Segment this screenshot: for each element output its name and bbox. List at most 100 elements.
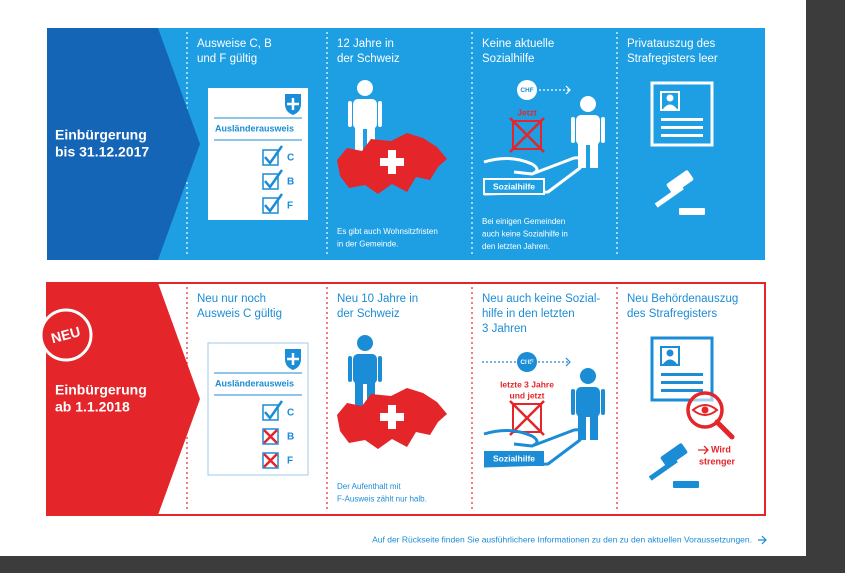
person-arm <box>571 389 575 415</box>
check-mark <box>264 169 284 190</box>
person-arm <box>378 356 382 382</box>
column-title: Neu nur noch <box>197 293 266 305</box>
hand-icon <box>483 156 584 196</box>
column-title: und F gültig <box>197 53 257 65</box>
hand-icon <box>483 428 584 468</box>
viewer-background <box>0 556 845 573</box>
person-head <box>357 80 373 96</box>
magnifier-eye <box>691 404 719 416</box>
annotation-text: Wird <box>711 444 731 454</box>
gavel-head <box>666 170 694 194</box>
hand-label-box <box>484 451 544 466</box>
column-title: Keine aktuelle <box>482 38 554 50</box>
hand-label: Sozialhilfe <box>493 453 535 463</box>
column-title: Ausweise C, B <box>197 38 272 50</box>
magnifier-pupil <box>701 406 709 414</box>
check-mark <box>264 193 284 214</box>
transfer-arrow-head <box>565 357 571 367</box>
person-leg <box>590 142 598 168</box>
swiss-cross <box>380 413 404 421</box>
card-shield-cross <box>287 98 299 110</box>
hand-label: Sozialhilfe <box>493 181 535 191</box>
document-line <box>661 134 703 137</box>
magnifier-handle <box>714 419 735 440</box>
check-letter: C <box>287 153 294 164</box>
person-body <box>576 115 600 145</box>
checkbox <box>262 197 279 214</box>
document-photo-head <box>666 349 674 357</box>
column-title: der Schweiz <box>337 53 400 65</box>
panel-heading: ab 1.1.2018 <box>55 399 130 415</box>
currency-text: CHF <box>520 359 533 366</box>
check-mark <box>264 400 284 421</box>
person-body <box>353 99 377 129</box>
column-title: Privatauszug des <box>627 38 715 50</box>
document-line <box>661 118 703 121</box>
gavel-icon <box>654 170 705 215</box>
column-note: den letzten Jahren. <box>482 242 550 251</box>
person-leg <box>590 414 598 440</box>
checkbox <box>262 173 279 190</box>
card-title: Ausländerausweis <box>215 378 294 388</box>
stamp-text: letzte 3 Jahre <box>500 379 554 389</box>
person-arm <box>571 117 575 143</box>
hand-label-box <box>483 178 545 195</box>
gavel-block <box>673 481 699 488</box>
gavel-icon <box>648 443 699 488</box>
document-photo-body <box>663 359 677 364</box>
person-body <box>353 354 377 384</box>
currency-text: CHF <box>520 87 533 94</box>
person-arm <box>378 101 382 127</box>
person-body <box>576 387 600 417</box>
document-photo <box>660 91 680 111</box>
column-title: Sozialhilfe <box>482 53 534 65</box>
person-arm <box>601 389 605 415</box>
person-icon <box>571 368 605 440</box>
person-leg <box>578 414 586 440</box>
column-title: des Strafregisters <box>627 308 717 320</box>
stamp-cross <box>509 400 545 436</box>
column-note: Der Aufenthalt mit <box>337 482 401 491</box>
gavel-handle <box>654 185 684 208</box>
footer-text: Auf der Rückseite finden Sie ausführlich… <box>372 534 752 544</box>
footer-arrow <box>758 535 767 545</box>
column-title: Neu Behördenauszug <box>627 293 738 305</box>
gavel-handle <box>648 458 678 481</box>
document-line <box>661 126 703 129</box>
document <box>650 81 714 147</box>
annotation-arrow <box>698 445 709 455</box>
column-note: auch keine Sozialhilfe in <box>482 230 568 239</box>
panel-heading: Einbürgerung <box>55 382 147 398</box>
column-title: hilfe in den letzten <box>482 308 575 320</box>
column-title: 3 Jahren <box>482 323 527 335</box>
document <box>650 336 714 402</box>
document-line <box>661 373 703 376</box>
gavel-block <box>679 208 705 215</box>
panel-heading: bis 31.12.2017 <box>55 144 149 160</box>
currency-coin <box>517 80 537 100</box>
column-title: 12 Jahre in <box>337 38 394 50</box>
checkbox <box>262 452 279 469</box>
document-photo-body <box>663 104 677 109</box>
column-title: Strafregisters leer <box>627 53 718 65</box>
viewer-background <box>806 0 845 573</box>
person-icon <box>348 80 382 152</box>
document-photo-head <box>666 94 674 102</box>
checkbox <box>262 404 279 421</box>
person-leg <box>355 126 363 152</box>
check-letter: C <box>287 408 294 419</box>
person-icon <box>571 96 605 168</box>
stamp-box <box>512 120 542 150</box>
stamp-text: und jetzt <box>510 390 545 400</box>
check-mark <box>264 145 284 166</box>
cross-mark <box>263 429 278 444</box>
cross-mark <box>263 453 278 468</box>
check-letter: B <box>287 432 294 443</box>
person-head <box>580 96 596 112</box>
panel-arrow <box>47 28 200 260</box>
card-shield-cross <box>287 353 299 365</box>
column-title: der Schweiz <box>337 308 400 320</box>
column-note: Es gibt auch Wohnsitzfristen <box>337 227 438 236</box>
